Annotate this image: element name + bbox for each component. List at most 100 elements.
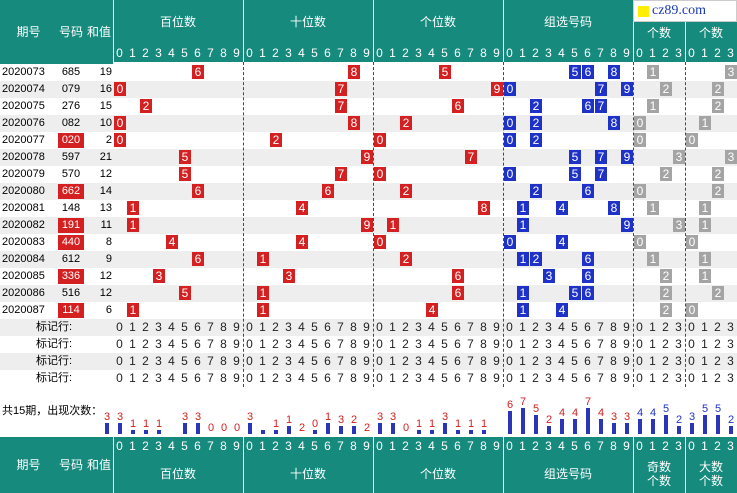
mark-digit[interactable]: 5: [311, 337, 318, 351]
mark-digit[interactable]: 9: [493, 320, 500, 334]
mark-digit[interactable]: 9: [233, 354, 240, 368]
mark-digit[interactable]: 5: [571, 371, 578, 385]
mark-odd-digit[interactable]: 0: [636, 337, 643, 351]
mark-odd-digit[interactable]: 1: [649, 354, 656, 368]
mark-digit[interactable]: 5: [571, 320, 578, 334]
mark-digit[interactable]: 6: [324, 371, 331, 385]
mark-digit[interactable]: 4: [558, 320, 565, 334]
mark-big-digit[interactable]: 1: [701, 320, 708, 334]
mark-digit[interactable]: 6: [584, 354, 591, 368]
mark-digit[interactable]: 1: [129, 354, 136, 368]
mark-digit[interactable]: 2: [272, 354, 279, 368]
mark-digit[interactable]: 3: [155, 337, 162, 351]
mark-digit[interactable]: 9: [363, 337, 370, 351]
mark-digit[interactable]: 2: [272, 337, 279, 351]
mark-digit[interactable]: 8: [610, 320, 617, 334]
mark-digit[interactable]: 8: [220, 320, 227, 334]
mark-digit[interactable]: 9: [493, 337, 500, 351]
mark-digit[interactable]: 6: [584, 371, 591, 385]
mark-digit[interactable]: 3: [155, 371, 162, 385]
mark-digit[interactable]: 9: [363, 354, 370, 368]
mark-big-digit[interactable]: 0: [688, 320, 695, 334]
mark-digit[interactable]: 0: [116, 320, 123, 334]
mark-digit[interactable]: 3: [415, 354, 422, 368]
mark-digit[interactable]: 3: [285, 371, 292, 385]
mark-digit[interactable]: 9: [493, 371, 500, 385]
mark-digit[interactable]: 0: [506, 320, 513, 334]
mark-digit[interactable]: 4: [298, 354, 305, 368]
mark-digit[interactable]: 2: [142, 354, 149, 368]
mark-digit[interactable]: 9: [623, 354, 630, 368]
mark-big-digit[interactable]: 1: [701, 354, 708, 368]
mark-digit[interactable]: 1: [129, 337, 136, 351]
mark-digit[interactable]: 4: [558, 337, 565, 351]
mark-digit[interactable]: 2: [402, 320, 409, 334]
mark-digit[interactable]: 8: [480, 371, 487, 385]
mark-digit[interactable]: 2: [402, 337, 409, 351]
mark-digit[interactable]: 1: [519, 354, 526, 368]
mark-digit[interactable]: 2: [142, 320, 149, 334]
mark-digit[interactable]: 5: [311, 320, 318, 334]
mark-digit[interactable]: 9: [623, 320, 630, 334]
mark-digit[interactable]: 4: [298, 371, 305, 385]
mark-digit[interactable]: 5: [441, 337, 448, 351]
mark-digit[interactable]: 4: [168, 320, 175, 334]
mark-odd-digit[interactable]: 3: [675, 320, 682, 334]
mark-digit[interactable]: 5: [441, 354, 448, 368]
mark-digit[interactable]: 2: [532, 320, 539, 334]
mark-digit[interactable]: 8: [610, 371, 617, 385]
mark-digit[interactable]: 8: [480, 320, 487, 334]
mark-digit[interactable]: 3: [545, 371, 552, 385]
site-logo[interactable]: cz89.com: [633, 0, 737, 22]
mark-digit[interactable]: 1: [519, 337, 526, 351]
mark-big-digit[interactable]: 3: [727, 337, 734, 351]
mark-odd-digit[interactable]: 1: [649, 337, 656, 351]
mark-digit[interactable]: 2: [402, 354, 409, 368]
mark-digit[interactable]: 1: [389, 354, 396, 368]
mark-digit[interactable]: 1: [259, 320, 266, 334]
mark-big-digit[interactable]: 1: [701, 371, 708, 385]
mark-digit[interactable]: 5: [571, 337, 578, 351]
mark-digit[interactable]: 5: [311, 354, 318, 368]
mark-digit[interactable]: 4: [298, 337, 305, 351]
mark-digit[interactable]: 6: [324, 354, 331, 368]
mark-digit[interactable]: 5: [441, 371, 448, 385]
mark-digit[interactable]: 0: [246, 320, 253, 334]
mark-digit[interactable]: 7: [337, 320, 344, 334]
mark-digit[interactable]: 0: [246, 337, 253, 351]
mark-digit[interactable]: 6: [194, 354, 201, 368]
mark-odd-digit[interactable]: 2: [662, 337, 669, 351]
mark-digit[interactable]: 0: [116, 337, 123, 351]
mark-digit[interactable]: 1: [519, 371, 526, 385]
mark-digit[interactable]: 6: [584, 337, 591, 351]
mark-digit[interactable]: 0: [506, 337, 513, 351]
mark-digit[interactable]: 9: [493, 354, 500, 368]
mark-row[interactable]: [0, 353, 737, 370]
mark-digit[interactable]: 0: [376, 337, 383, 351]
mark-digit[interactable]: 6: [584, 320, 591, 334]
mark-digit[interactable]: 8: [610, 354, 617, 368]
mark-digit[interactable]: 3: [285, 320, 292, 334]
mark-odd-digit[interactable]: 1: [649, 320, 656, 334]
mark-digit[interactable]: 1: [129, 371, 136, 385]
mark-digit[interactable]: 7: [207, 371, 214, 385]
mark-odd-digit[interactable]: 0: [636, 371, 643, 385]
mark-row[interactable]: [0, 336, 737, 353]
mark-digit[interactable]: 2: [402, 371, 409, 385]
mark-digit[interactable]: 6: [454, 371, 461, 385]
mark-digit[interactable]: 8: [480, 354, 487, 368]
mark-digit[interactable]: 8: [220, 354, 227, 368]
mark-row[interactable]: [0, 319, 737, 336]
mark-digit[interactable]: 2: [532, 354, 539, 368]
mark-digit[interactable]: 8: [610, 337, 617, 351]
mark-digit[interactable]: 7: [597, 320, 604, 334]
mark-digit[interactable]: 3: [155, 354, 162, 368]
mark-big-digit[interactable]: 1: [701, 337, 708, 351]
mark-odd-digit[interactable]: 0: [636, 320, 643, 334]
mark-digit[interactable]: 5: [181, 337, 188, 351]
mark-row[interactable]: [0, 370, 737, 387]
mark-big-digit[interactable]: 2: [714, 354, 721, 368]
mark-odd-digit[interactable]: 3: [675, 371, 682, 385]
mark-digit[interactable]: 3: [415, 320, 422, 334]
mark-digit[interactable]: 4: [298, 320, 305, 334]
